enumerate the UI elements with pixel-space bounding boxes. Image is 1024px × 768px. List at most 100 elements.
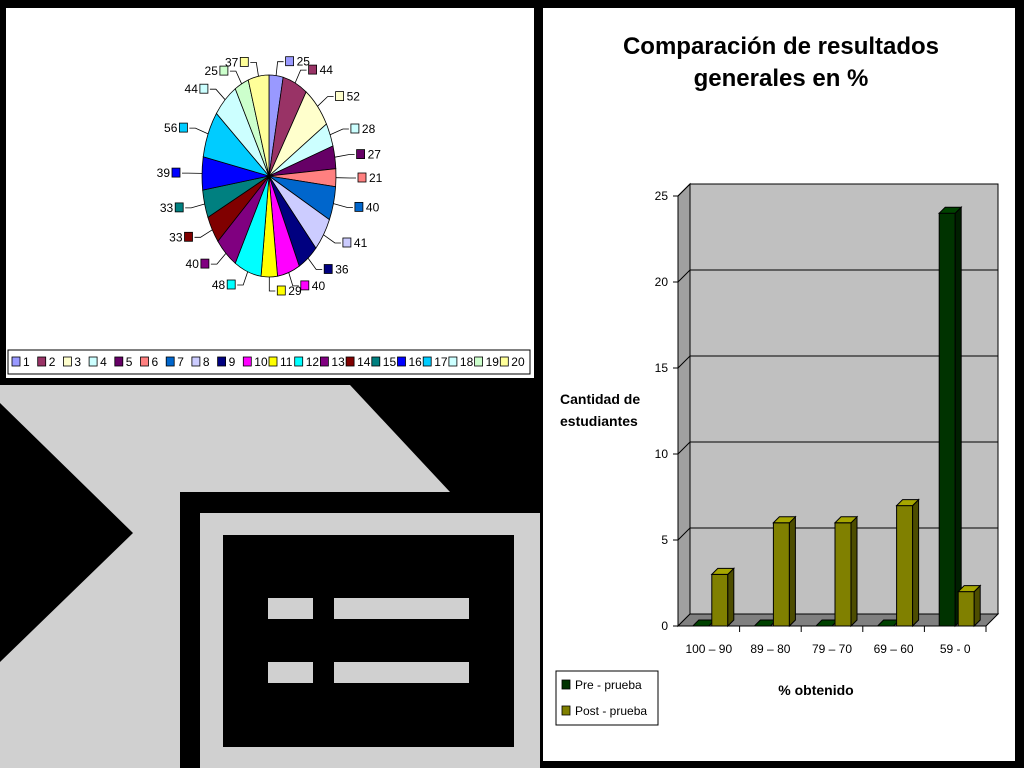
pie-chart-panel: 25 44 52 28 27 21 40 41 36 40 29 48 40 33 33 39 56 44 25 37… xyxy=(6,8,534,378)
legend-swatch-20 xyxy=(499,356,509,367)
legend-swatch-16 xyxy=(397,356,406,367)
legend-label-pre: Pre - prueba xyxy=(575,678,642,692)
legend-label-16: 16 xyxy=(409,355,423,369)
legend-swatch-4 xyxy=(88,356,98,367)
gridline xyxy=(677,355,998,369)
pie-label-swatch xyxy=(239,57,249,67)
pie-data-label: 40 xyxy=(366,200,380,214)
bar-post-0 xyxy=(710,567,736,628)
y-axis-title-line2: estudiantes xyxy=(560,413,638,429)
pie-label-swatch xyxy=(171,167,181,178)
legend-label-5: 5 xyxy=(126,355,133,369)
x-tick-label: 89 – 80 xyxy=(750,642,790,656)
legend-swatch-14 xyxy=(345,356,355,367)
gridline xyxy=(677,183,998,197)
legend-label-7: 7 xyxy=(177,355,184,369)
list-line-1 xyxy=(334,598,469,619)
pie-leader-line xyxy=(333,203,353,208)
y-tick-label: 15 xyxy=(655,361,669,375)
chart-title-line1: Comparación de resultados xyxy=(623,33,939,60)
bar-pre-4 xyxy=(937,205,963,628)
legend-swatch-12 xyxy=(294,356,304,367)
legend-swatch-13 xyxy=(319,356,329,367)
legend-swatch-7 xyxy=(165,356,175,367)
x-tick-label: 79 – 70 xyxy=(812,642,852,656)
x-axis-title: % obtenido xyxy=(778,682,853,698)
pie-leader-line xyxy=(317,96,334,107)
pie-data-label: 56 xyxy=(164,121,178,135)
legend-swatch-post xyxy=(561,705,571,716)
gray-arrow-shape xyxy=(0,385,450,768)
pie-data-label: 28 xyxy=(362,122,376,136)
pie-data-label: 44 xyxy=(185,82,199,96)
legend-swatch-9 xyxy=(217,356,227,367)
pie-data-label: 41 xyxy=(354,236,368,250)
legend-swatch-8 xyxy=(191,356,201,367)
pie-label-swatch xyxy=(350,123,360,134)
bar-post-3 xyxy=(895,498,920,628)
pie-data-label: 25 xyxy=(205,64,219,78)
legend-label-12: 12 xyxy=(306,355,320,369)
legend-swatch-10 xyxy=(242,356,252,367)
pie-data-label: 39 xyxy=(157,166,171,180)
y-tick-label: 0 xyxy=(661,619,668,633)
legend-swatch-3 xyxy=(63,356,72,367)
pie-leader-line xyxy=(229,70,242,84)
pie-data-label: 36 xyxy=(335,263,349,277)
legend-swatch-6 xyxy=(140,356,149,367)
pie-leader-line xyxy=(210,253,227,265)
legend-label-1: 1 xyxy=(23,355,30,369)
pie-data-label: 40 xyxy=(186,257,200,271)
legend-swatch-17 xyxy=(422,356,432,367)
pie-leader-line xyxy=(194,229,213,238)
pie-data-label: 29 xyxy=(288,284,302,298)
y-tick-label: 25 xyxy=(655,189,669,203)
legend-label-14: 14 xyxy=(357,355,371,369)
pie-leader-line xyxy=(329,128,349,136)
pie-label-swatch xyxy=(308,64,318,75)
chart-side-wall xyxy=(677,182,691,628)
decorative-background xyxy=(0,385,540,768)
gridline xyxy=(677,527,998,541)
pie-label-swatch xyxy=(174,202,184,213)
legend-label-6: 6 xyxy=(152,355,159,369)
legend-label-post: Post - prueba xyxy=(575,704,647,718)
pie-leader-line xyxy=(334,154,355,158)
x-tick-label: 69 – 60 xyxy=(874,642,914,656)
pie-label-swatch xyxy=(276,285,286,296)
legend-label-4: 4 xyxy=(100,355,107,369)
legend-swatch-11 xyxy=(268,356,278,367)
pie-label-swatch xyxy=(354,201,364,212)
bar-post-1 xyxy=(772,515,797,628)
pie-data-label: 52 xyxy=(347,90,361,104)
x-tick-label: 59 - 0 xyxy=(940,642,971,656)
pie-label-swatch xyxy=(285,56,295,67)
legend-label-9: 9 xyxy=(229,355,236,369)
pie-label-swatch xyxy=(335,91,345,101)
pie-data-label: 27 xyxy=(368,148,382,162)
pie-label-swatch xyxy=(226,279,236,290)
pie-data-label: 33 xyxy=(169,230,183,244)
bar-legend-box xyxy=(555,670,659,726)
bar-post-2 xyxy=(833,515,859,628)
list-bullet-1 xyxy=(268,598,313,619)
pie-label-swatch xyxy=(300,280,310,291)
list-line-2 xyxy=(334,662,469,683)
legend-swatch-15 xyxy=(371,356,381,367)
legend-swatch-pre xyxy=(561,679,571,690)
legend-label-8: 8 xyxy=(203,355,210,369)
legend-label-15: 15 xyxy=(383,355,397,369)
pie-label-swatch xyxy=(342,237,352,248)
x-tick-label: 100 – 90 xyxy=(685,642,732,656)
legend-swatch-2 xyxy=(37,356,47,367)
pie-data-label: 48 xyxy=(212,278,226,292)
bar-post-4 xyxy=(956,584,982,628)
pie-data-label: 33 xyxy=(160,201,174,215)
pie-leader-line xyxy=(294,69,307,84)
legend-label-19: 19 xyxy=(486,355,500,369)
pie-data-label: 37 xyxy=(225,55,239,69)
pie-label-swatch xyxy=(200,258,210,269)
y-tick-label: 20 xyxy=(655,275,669,289)
pie-data-label: 25 xyxy=(297,55,311,69)
pie-leader-line xyxy=(275,61,284,76)
